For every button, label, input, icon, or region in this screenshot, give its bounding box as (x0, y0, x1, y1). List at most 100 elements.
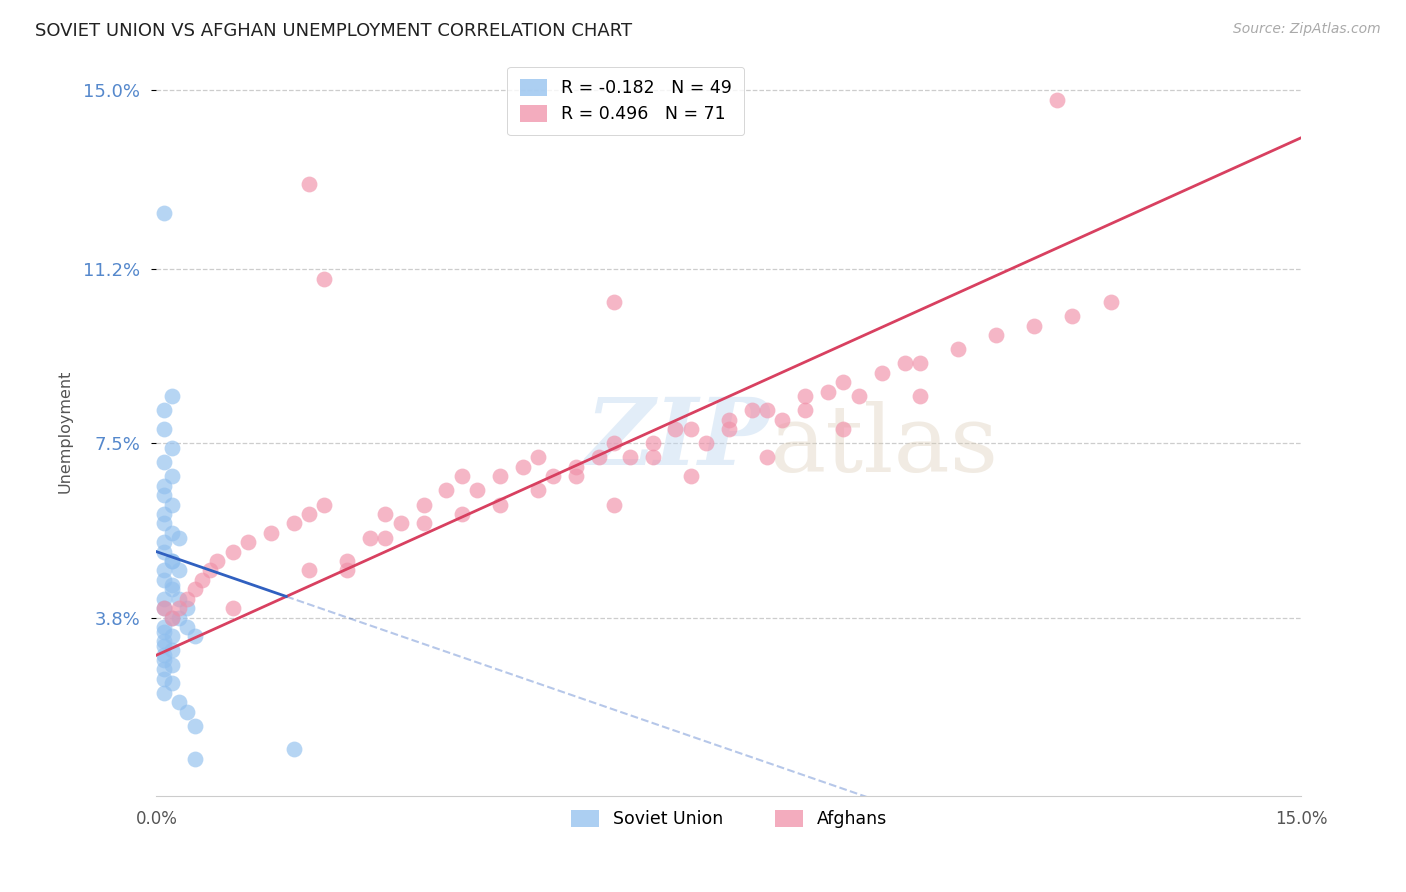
Point (160, 610, 183, 624)
Point (153, 634, 176, 648)
Point (153, 403, 176, 417)
Point (160, 629, 183, 643)
Point (794, 403, 817, 417)
Point (169, 591, 191, 606)
Point (153, 601, 176, 615)
Point (512, 459, 534, 474)
Point (298, 178, 321, 192)
Point (588, 450, 610, 465)
Point (160, 554, 183, 568)
Point (153, 479, 176, 493)
Point (603, 498, 626, 512)
Point (664, 422, 686, 436)
Point (641, 436, 664, 450)
Point (191, 573, 214, 587)
Point (984, 328, 1007, 343)
Point (298, 564, 321, 578)
Point (817, 384, 839, 399)
Point (183, 752, 205, 766)
Point (619, 450, 641, 465)
Point (603, 295, 626, 310)
Point (1099, 295, 1122, 310)
Point (153, 564, 176, 578)
Point (695, 436, 717, 450)
Point (236, 535, 259, 549)
Point (946, 342, 969, 356)
Point (336, 554, 359, 568)
Point (412, 498, 434, 512)
Point (794, 389, 817, 403)
Point (169, 695, 191, 709)
Point (374, 531, 396, 545)
Point (679, 422, 702, 436)
Point (832, 422, 855, 436)
Point (870, 366, 893, 380)
Point (489, 498, 512, 512)
Point (183, 629, 205, 643)
Point (169, 610, 191, 624)
Point (717, 413, 740, 427)
Point (314, 271, 336, 285)
Point (832, 375, 855, 389)
Point (1062, 310, 1084, 324)
Point (153, 544, 176, 558)
Point (283, 742, 305, 756)
Point (160, 469, 183, 483)
Point (153, 648, 176, 663)
Point (153, 422, 176, 436)
Point (153, 662, 176, 676)
Point (527, 483, 550, 498)
Point (160, 610, 183, 624)
Point (153, 601, 176, 615)
Point (160, 525, 183, 540)
Y-axis label: Unemployment: Unemployment (58, 370, 72, 493)
Point (153, 455, 176, 469)
Point (198, 564, 221, 578)
Point (283, 516, 305, 531)
Point (176, 620, 198, 634)
Point (1046, 93, 1069, 107)
Point (565, 459, 588, 474)
Point (176, 591, 198, 606)
Point (679, 469, 702, 483)
Point (160, 657, 183, 672)
Point (260, 525, 283, 540)
Point (565, 469, 588, 483)
Point (222, 601, 245, 615)
Point (641, 450, 664, 465)
Point (465, 483, 488, 498)
Point (908, 389, 931, 403)
Point (543, 469, 565, 483)
Point (153, 573, 176, 587)
Point (374, 507, 396, 521)
Point (160, 676, 183, 690)
Point (153, 624, 176, 639)
Point (160, 441, 183, 455)
Point (450, 507, 472, 521)
Point (153, 516, 176, 531)
Point (527, 450, 550, 465)
Point (160, 554, 183, 568)
Legend: Soviet Union, Afghans: Soviet Union, Afghans (564, 803, 894, 835)
Point (160, 389, 183, 403)
Point (153, 535, 176, 549)
Point (160, 577, 183, 591)
Point (450, 469, 472, 483)
Point (153, 639, 176, 653)
Point (359, 531, 381, 545)
Point (908, 356, 931, 370)
Point (436, 483, 458, 498)
Point (222, 544, 245, 558)
Point (756, 403, 779, 417)
Point (176, 601, 198, 615)
Text: ZIP: ZIP (585, 394, 769, 483)
Point (160, 498, 183, 512)
Point (848, 389, 870, 403)
Point (153, 653, 176, 667)
Point (153, 591, 176, 606)
Point (489, 469, 512, 483)
Point (153, 686, 176, 700)
Text: SOVIET UNION VS AFGHAN UNEMPLOYMENT CORRELATION CHART: SOVIET UNION VS AFGHAN UNEMPLOYMENT CORR… (35, 22, 633, 40)
Point (314, 498, 336, 512)
Point (176, 705, 198, 719)
